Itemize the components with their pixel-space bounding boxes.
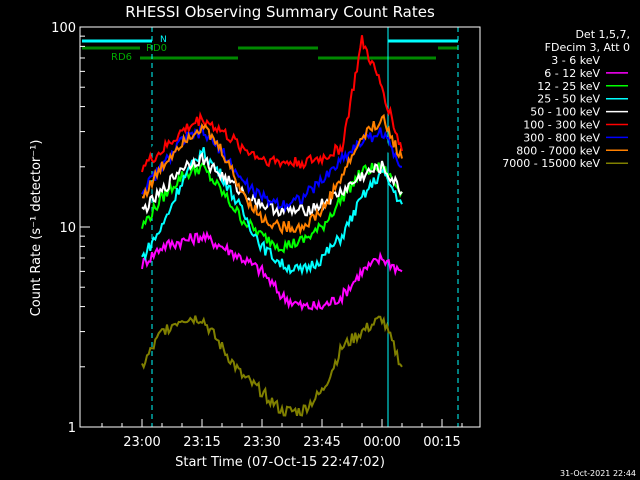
y-tick-label: 10 bbox=[59, 221, 76, 236]
legend-entry-label: 800 - 7000 keV bbox=[516, 144, 600, 157]
legend-entry-label: 7000 - 15000 keV bbox=[502, 157, 600, 170]
flag-label-n: N bbox=[160, 35, 167, 45]
legend-entry-label: 50 - 100 keV bbox=[530, 106, 600, 119]
y-axis-label: Count Rate (s⁻¹ detector⁻¹) bbox=[29, 140, 44, 317]
legend-entry-label: 12 - 25 keV bbox=[537, 80, 600, 93]
x-tick-label: 23:30 bbox=[243, 435, 280, 450]
y-tick-label: 1 bbox=[68, 421, 76, 436]
y-tick-label: 100 bbox=[51, 21, 76, 36]
legend-entry-label: 25 - 50 keV bbox=[537, 93, 600, 106]
legend-entry-label: 100 - 300 keV bbox=[523, 119, 600, 132]
axis-layer: 23:00 23:15 23:30 23:45 00:00 00:15 1 10 100 bbox=[51, 21, 463, 450]
series-layer bbox=[141, 35, 403, 417]
legend-header-line-1: Det 1,5,7, bbox=[575, 28, 630, 41]
chart-title: RHESSI Observing Summary Count Rates bbox=[125, 3, 435, 21]
series-line bbox=[141, 35, 403, 173]
series-line bbox=[141, 315, 403, 417]
legend-entry-label: 3 - 6 keV bbox=[551, 54, 600, 67]
x-tick-label: 23:00 bbox=[123, 435, 160, 450]
series-line bbox=[141, 113, 403, 236]
flag-layer bbox=[82, 27, 459, 427]
x-tick-label: 00:00 bbox=[363, 435, 400, 450]
series-line bbox=[141, 147, 403, 277]
series-line bbox=[141, 230, 403, 312]
x-tick-label: 23:45 bbox=[303, 435, 340, 450]
flag-label-rd6: RD6 bbox=[111, 52, 132, 63]
legend-header-line-2: FDecim 3, Att 0 bbox=[545, 41, 630, 54]
flag-label-rd0: RD0 bbox=[146, 43, 167, 54]
x-axis-label: Start Time (07-Oct-15 22:47:02) bbox=[175, 455, 385, 470]
series-line bbox=[141, 139, 403, 158]
x-tick-label: 00:15 bbox=[423, 435, 460, 450]
footer-timestamp: 31-Oct-2021 22:44 bbox=[560, 469, 636, 478]
legend-entry-label: 6 - 12 keV bbox=[544, 67, 600, 80]
legend-entry-label: 300 - 800 keV bbox=[523, 131, 600, 144]
x-tick-label: 23:15 bbox=[183, 435, 220, 450]
